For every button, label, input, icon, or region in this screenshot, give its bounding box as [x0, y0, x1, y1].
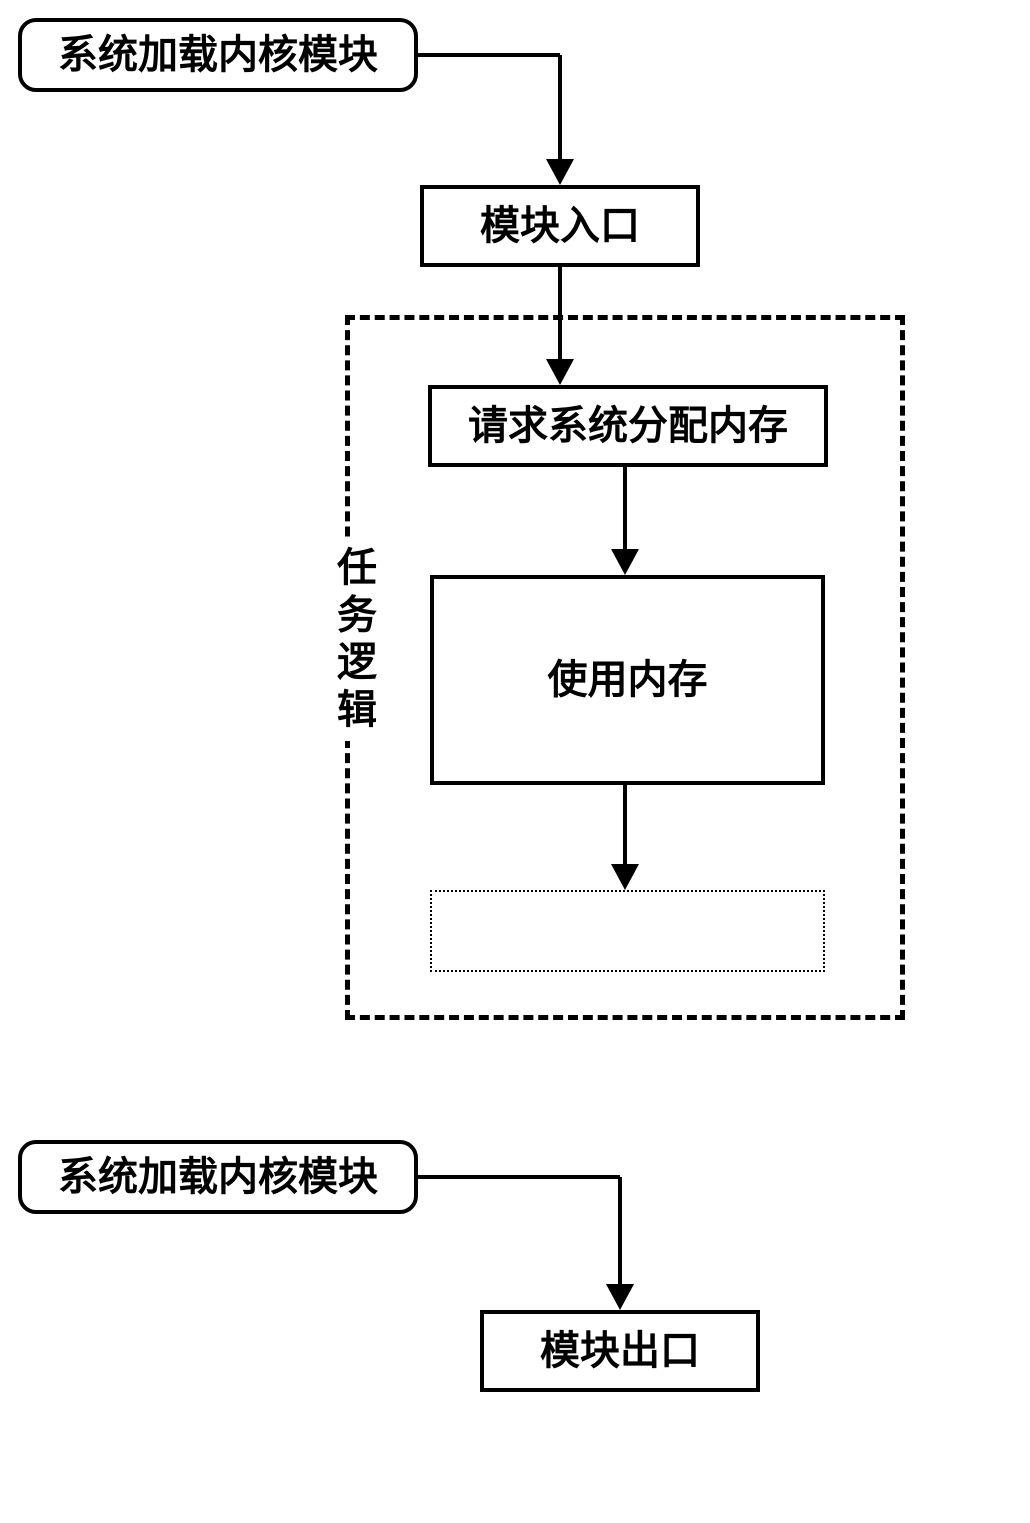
- node-entry: 模块入口: [420, 185, 700, 267]
- node-exit-label: 模块出口: [540, 1327, 700, 1375]
- node-use-mem-label: 使用内存: [548, 656, 708, 704]
- edge-arrowhead: [546, 359, 574, 385]
- edge-arrowhead: [611, 864, 639, 890]
- node-exit: 模块出口: [480, 1310, 760, 1392]
- node-load-bottom: 系统加载内核模块: [18, 1140, 418, 1214]
- edge-seg: [418, 1175, 620, 1179]
- node-use-mem: 使用内存: [430, 575, 825, 785]
- node-load-top-label: 系统加载内核模块: [58, 31, 378, 79]
- edge-seg: [558, 55, 562, 159]
- node-alloc: 请求系统分配内存: [428, 385, 828, 467]
- node-alloc-label: 请求系统分配内存: [468, 402, 788, 450]
- node-entry-label: 模块入口: [480, 202, 640, 250]
- edge-seg: [618, 1177, 622, 1284]
- edge-seg: [623, 785, 627, 864]
- node-load-top: 系统加载内核模块: [18, 18, 418, 92]
- edge-seg: [623, 467, 627, 549]
- edge-arrowhead: [606, 1284, 634, 1310]
- edge-seg: [558, 267, 562, 359]
- task-logic-label: 任务逻辑: [322, 540, 384, 741]
- edge-arrowhead: [611, 549, 639, 575]
- edge-arrowhead: [546, 159, 574, 185]
- task-logic-label-text: 任务逻辑: [331, 546, 376, 735]
- node-load-bottom-label: 系统加载内核模块: [58, 1153, 378, 1201]
- edge-seg: [418, 53, 560, 57]
- node-free-placeholder: [430, 890, 825, 972]
